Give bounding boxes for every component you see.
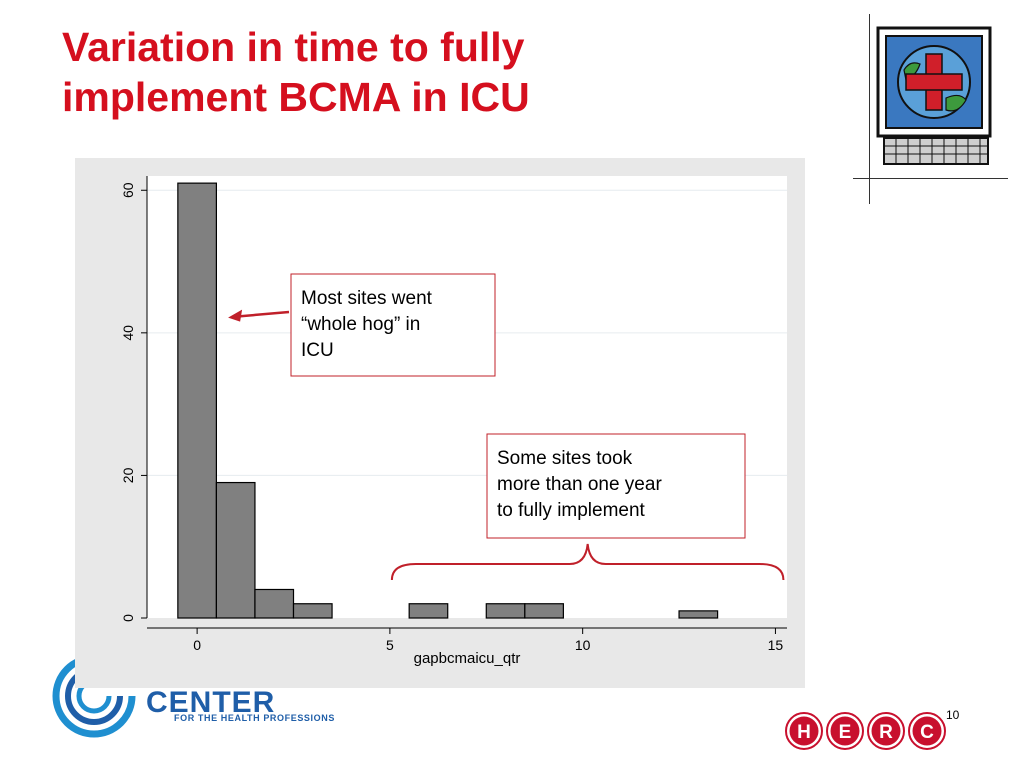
- annotation-arrowhead: [228, 309, 243, 322]
- annotation-arrow: [236, 310, 290, 318]
- annotation-text-whole-hog-line-0: Most sites went: [301, 288, 433, 309]
- y-tick-label-20: 20: [120, 467, 136, 483]
- histogram-bar-2: [254, 588, 295, 619]
- histogram-bar-3: [292, 603, 333, 619]
- title-line-1: Variation in time to fully: [62, 24, 525, 70]
- x-tick-label-15: 15: [768, 637, 784, 653]
- chart-panel: 0 20 40 60 0 5 10 15 gapbcmaicu_qtr Most sites …: [75, 158, 805, 688]
- histogram-bar-7: [678, 610, 719, 619]
- monitor-medical-cross-icon: [876, 26, 992, 165]
- slide-title: Variation in time to fully implement BCM…: [62, 22, 822, 122]
- annotation-text-whole-hog-line-2: ICU: [301, 340, 334, 361]
- annotation-text-more-than-year-line-2: to fully implement: [497, 500, 646, 521]
- center-logo-text: CENTER: [146, 686, 276, 719]
- herc-letter-0: H: [797, 722, 811, 743]
- herc-letter-3: C: [920, 722, 934, 743]
- annotation-box-more-than-year: [486, 433, 746, 539]
- histogram-chart: 0 20 40 60 0 5 10 15 gapbcmaicu_qtr Most sites …: [120, 176, 787, 667]
- histogram-bar-4: [408, 603, 449, 619]
- x-tick-label-10: 10: [575, 637, 591, 653]
- herc-letter-1: E: [839, 722, 852, 743]
- annotation-text-whole-hog-line-1: “whole hog” in: [301, 314, 420, 335]
- y-tick-label-40: 40: [120, 325, 136, 341]
- herc-circle-0: [789, 716, 819, 746]
- page-number: 10: [946, 708, 960, 722]
- annotation-box-whole-hog: [290, 273, 496, 377]
- histogram-bar-6: [524, 603, 564, 619]
- annotation-brace: [390, 543, 785, 581]
- x-axis-label: gapbcmaicu_qtr: [414, 650, 521, 667]
- title-line-2: implement BCMA in ICU: [62, 74, 530, 120]
- annotation-text-more-than-year-line-1: more than one year: [497, 474, 662, 495]
- y-tick-label-0: 0: [120, 614, 136, 622]
- annotation-text-more-than-year-line-0: Some sites took: [497, 448, 633, 469]
- herc-letter-2: R: [879, 722, 893, 743]
- herc-circle-2: [871, 716, 901, 746]
- herc-circle-3: [912, 716, 942, 746]
- histogram-bar-1: [215, 481, 256, 619]
- herc-circle-1: [830, 716, 860, 746]
- corner-vertical-line: [869, 14, 870, 204]
- x-tick-label-5: 5: [386, 637, 394, 653]
- y-tick-label-60: 60: [120, 182, 136, 198]
- x-tick-label-0: 0: [193, 637, 201, 653]
- corner-horizontal-line: [853, 178, 1008, 179]
- center-logo-subtext: FOR THE HEALTH PROFESSIONS: [174, 713, 335, 723]
- histogram-bar-0: [177, 182, 217, 619]
- histogram-bar-5: [485, 603, 526, 619]
